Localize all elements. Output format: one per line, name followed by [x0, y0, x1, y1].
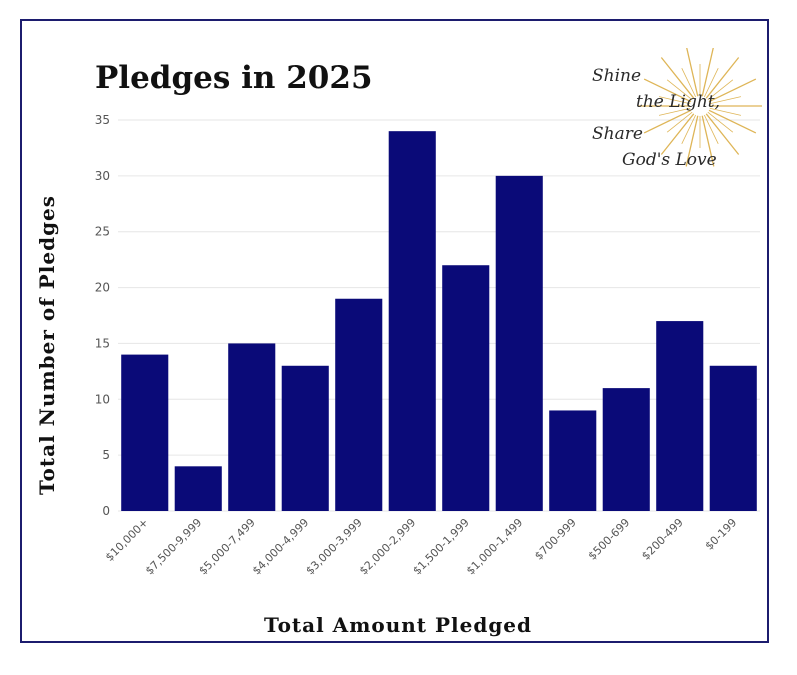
- sun-ray: [681, 67, 697, 98]
- sun-ray: [660, 57, 695, 99]
- x-tick-label: $500-699: [586, 516, 633, 563]
- x-tick-label: $200-499: [639, 516, 686, 563]
- sun-ray: [660, 113, 695, 155]
- sun-ray: [705, 113, 740, 155]
- sun-ray: [681, 114, 697, 145]
- sun-ray: [686, 48, 699, 97]
- y-tick-label: 35: [95, 113, 110, 127]
- sun-ray: [701, 48, 714, 97]
- sun-ray: [685, 115, 699, 167]
- sun-ray: [643, 109, 692, 134]
- sun-ray: [701, 115, 715, 167]
- bar: [495, 175, 543, 511]
- y-tick-label: 5: [102, 448, 110, 462]
- sun-ray: [703, 114, 719, 145]
- shine-the-light-logo: Shine the Light, Share God's Love: [588, 48, 768, 183]
- sun-ray: [658, 96, 691, 105]
- sun-ray: [705, 57, 740, 99]
- y-tick-label: 25: [95, 225, 110, 239]
- sun-ray: [707, 111, 734, 133]
- logo-line-4: God's Love: [622, 150, 717, 170]
- sun-ray: [703, 67, 719, 98]
- x-tick-label: $10,000+: [103, 516, 151, 564]
- y-tick-label: 10: [95, 392, 110, 406]
- logo-line-2: the Light,: [636, 92, 721, 112]
- bar: [549, 410, 597, 511]
- x-axis-label: Total Amount Pledged: [263, 613, 533, 637]
- sun-ray: [709, 107, 742, 116]
- bar: [442, 265, 490, 511]
- chart-title: Pledges in 2025: [95, 60, 373, 96]
- bar: [335, 298, 383, 511]
- sun-ray: [708, 78, 757, 103]
- sun-ray: [666, 111, 693, 133]
- x-tick-label: $700-999: [532, 516, 579, 563]
- sunburst-icon: [638, 48, 762, 167]
- bar: [121, 354, 169, 511]
- sun-ray: [708, 109, 757, 134]
- sun-ray: [707, 79, 734, 101]
- y-tick-label: 0: [102, 504, 110, 518]
- y-tick-label: 20: [95, 281, 110, 295]
- bar: [656, 321, 704, 511]
- y-tick-label: 30: [95, 169, 110, 183]
- bar: [281, 365, 329, 511]
- y-tick-label: 15: [95, 336, 110, 350]
- sun-ray: [709, 96, 742, 105]
- x-tick-label: $1,000-1,499: [464, 516, 525, 577]
- bar: [709, 365, 757, 511]
- x-tick-label: $0-199: [703, 516, 740, 553]
- logo-line-1: Shine: [592, 66, 642, 86]
- logo-line-3: Share: [592, 124, 643, 144]
- sun-ray: [658, 107, 691, 116]
- sun-ray: [643, 78, 692, 103]
- bar: [388, 131, 436, 511]
- bar: [602, 388, 650, 511]
- sun-ray: [666, 79, 693, 101]
- bar: [174, 466, 222, 511]
- bar: [228, 343, 276, 511]
